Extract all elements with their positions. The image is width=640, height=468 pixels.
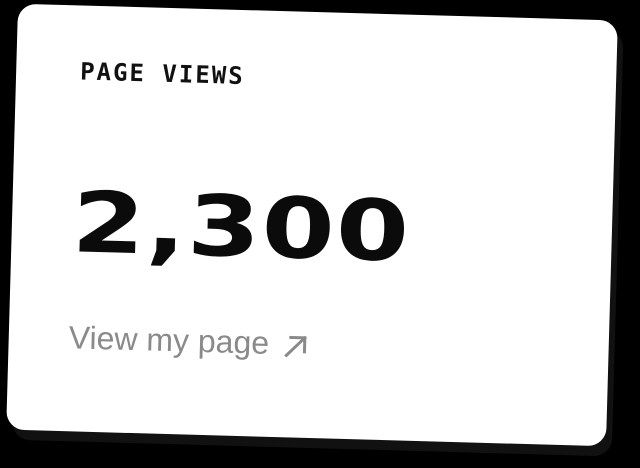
view-my-page-link[interactable]: View my page [68,319,309,363]
page-views-count: 2,300 [70,173,412,281]
arrow-up-right-icon [283,333,310,360]
card-title: PAGE VIEWS [79,57,246,91]
view-my-page-label: View my page [68,319,270,361]
page-views-card: PAGE VIEWS 2,300 View my page [6,3,618,447]
